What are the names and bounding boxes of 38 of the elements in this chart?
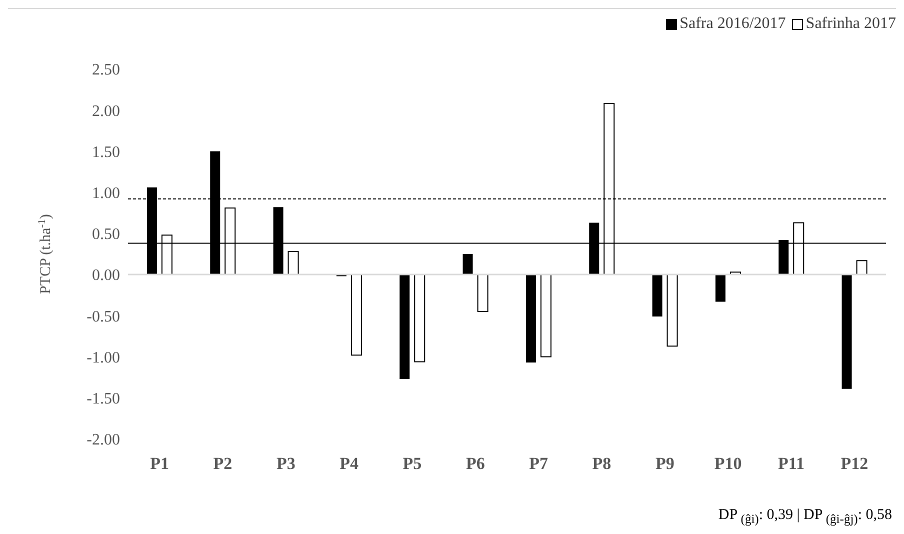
x-tick-label: P5 (402, 454, 422, 474)
y-tick-label: 1.00 (92, 185, 120, 202)
y-tick-label: 0.00 (92, 267, 120, 284)
x-tick-label: P8 (592, 454, 612, 474)
x-tick-label: P10 (714, 454, 742, 474)
bar (856, 260, 868, 276)
bar (526, 274, 536, 363)
bar (715, 274, 726, 302)
y-tick-label: -2.00 (86, 432, 120, 449)
x-tick-label: P2 (213, 454, 232, 474)
y-tick-label: 2.50 (92, 62, 120, 79)
x-tick-label: P6 (466, 454, 485, 474)
bar (350, 274, 362, 356)
bar (540, 274, 552, 358)
x-tick-label: P1 (150, 454, 170, 474)
x-tick-label: P9 (655, 454, 674, 474)
x-tick-label: P7 (529, 454, 549, 474)
bar (666, 274, 678, 347)
x-tick-label: P3 (276, 454, 296, 474)
text: DP $_{(ĝi)}$: 0,39 | DP $_{(ĝi-ĝj)}$: 0,58 (718, 507, 892, 527)
legend-label: Safrinha 2017 (806, 15, 896, 33)
bar (477, 274, 488, 312)
y-tick-label: 0.50 (92, 226, 120, 244)
y-tick-label: -1.00 (86, 349, 120, 366)
y-tick-label: 1.50 (92, 144, 120, 161)
bar (288, 251, 299, 276)
x-tick-label: P4 (340, 454, 360, 474)
legend-label: Safra 2016/2017 (680, 15, 786, 33)
bar (414, 274, 426, 362)
x-tick-label: P11 (778, 454, 804, 474)
y-tick-label: -0.50 (86, 308, 120, 326)
y-tick-label: 2.00 (92, 102, 120, 120)
bar (400, 274, 410, 379)
bar (842, 274, 852, 389)
x-tick-label: P12 (840, 454, 868, 474)
bar (462, 254, 473, 275)
bar (652, 274, 662, 316)
y-tick-label: -1.50 (86, 390, 120, 408)
